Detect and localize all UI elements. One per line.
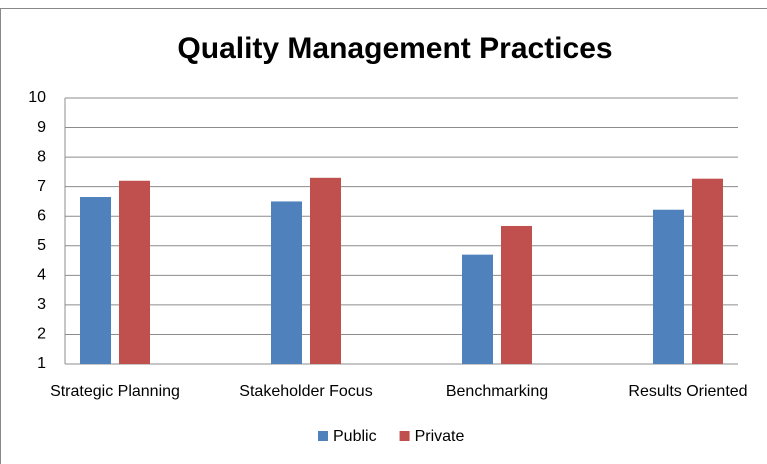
y-tick-label: 1: [37, 355, 46, 372]
y-tick-label: 10: [28, 89, 46, 106]
legend-label: Public: [333, 428, 377, 445]
bar: [653, 209, 684, 364]
x-tick-label: Strategic Planning: [50, 383, 180, 400]
bar: [501, 225, 532, 364]
legend-label: Private: [415, 428, 465, 445]
bar: [692, 178, 723, 364]
bar: [271, 201, 302, 364]
y-tick-label: 8: [37, 148, 46, 165]
legend-swatch: [318, 431, 328, 441]
bar: [462, 254, 493, 364]
y-tick-label: 2: [37, 326, 46, 343]
bar: [80, 197, 111, 364]
y-tick-label: 4: [37, 267, 46, 284]
bar: [119, 180, 150, 364]
x-tick-label: Results Oriented: [628, 383, 747, 400]
y-tick-label: 6: [37, 207, 46, 224]
x-tick-label: Stakeholder Focus: [239, 383, 372, 400]
y-tick-label: 7: [37, 178, 46, 195]
chart-title: Quality Management Practices: [177, 32, 612, 65]
bar: [310, 177, 341, 364]
y-tick-label: 9: [37, 119, 46, 136]
y-tick-label: 3: [37, 296, 46, 313]
x-tick-label: Benchmarking: [446, 383, 548, 400]
legend-swatch: [399, 431, 410, 441]
y-tick-label: 5: [37, 237, 46, 254]
